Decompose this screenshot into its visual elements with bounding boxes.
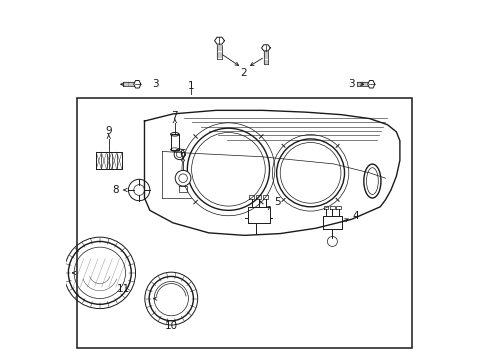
Circle shape (175, 170, 190, 186)
Text: 1: 1 (187, 81, 194, 91)
Text: 5: 5 (273, 197, 280, 207)
Text: 2: 2 (240, 68, 246, 78)
Text: 9: 9 (105, 126, 112, 136)
Text: 6: 6 (180, 149, 186, 159)
Text: 7: 7 (171, 111, 178, 121)
Text: 4: 4 (352, 211, 359, 221)
Bar (77, 98, 411, 348)
Text: 11: 11 (116, 284, 129, 294)
Text: 3: 3 (152, 79, 158, 89)
Text: 3: 3 (347, 79, 354, 89)
Text: 10: 10 (164, 321, 178, 332)
Text: 8: 8 (112, 185, 118, 195)
Circle shape (326, 237, 337, 247)
